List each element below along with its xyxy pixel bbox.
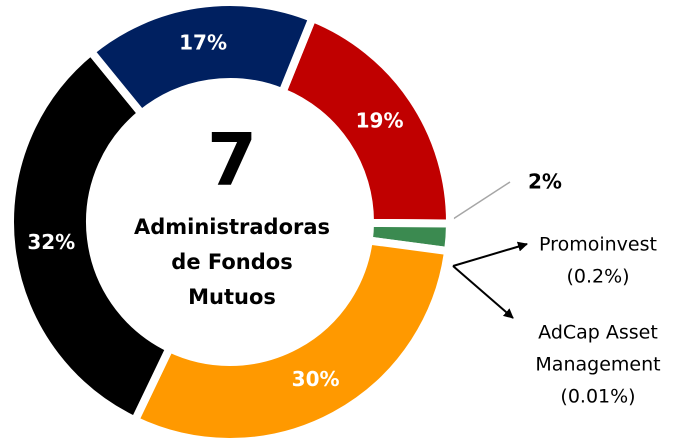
data-label: 30% (292, 367, 340, 391)
data-label: 32% (27, 230, 75, 254)
donut-segment (6, 45, 175, 426)
annotation: Management (535, 354, 660, 376)
center-subtitle: de Fondos (171, 250, 292, 274)
center-subtitle: Mutuos (188, 285, 276, 309)
arrow (452, 265, 514, 319)
arrow (452, 241, 528, 267)
annotation: (0.2%) (566, 266, 629, 288)
data-label: 19% (356, 108, 404, 132)
center-subtitle: Administradoras (134, 215, 330, 239)
donut-segment (85, 0, 318, 120)
donut-segment (277, 12, 454, 228)
center-number: 7 (207, 118, 257, 202)
data-label: 2% (528, 170, 562, 194)
data-label: 17% (179, 31, 227, 55)
annotation: Promoinvest (539, 234, 657, 256)
annotation: AdCap Asset (538, 322, 658, 344)
annotation: (0.01%) (560, 386, 635, 408)
donut-segment (129, 236, 453, 445)
